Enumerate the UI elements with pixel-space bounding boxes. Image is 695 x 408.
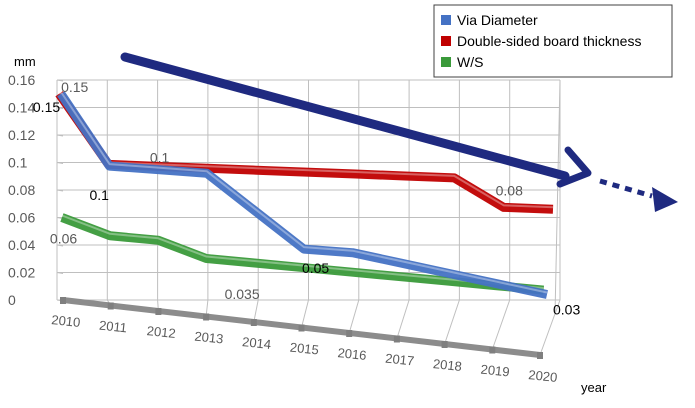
series-lines <box>55 91 554 299</box>
side-wall-edge <box>554 79 561 316</box>
legend-entry: Via Diameter <box>457 12 538 28</box>
legend-swatch <box>441 15 451 25</box>
y-tick-label: 0.04 <box>8 237 35 253</box>
gridline-floor <box>444 299 460 345</box>
gridline-floor <box>539 299 561 356</box>
gridline-side <box>56 244 64 247</box>
legend-swatch <box>441 36 451 46</box>
axes: 0.16 0.14 0.12 0.1 0.08 0.06 0.04 0.02 0 2010 2011… <box>8 72 558 385</box>
x-tick-label: 2012 <box>146 323 176 341</box>
y-tick-label: 0.14 <box>8 100 35 116</box>
data-label: 0.15 <box>33 99 60 115</box>
x-axis-tick <box>489 346 496 354</box>
y-tick-label: 0.16 <box>8 72 35 88</box>
x-tick-label: 2016 <box>337 345 367 363</box>
y-tick-label: 0.1 <box>8 155 28 171</box>
legend-entry: Double-sided board thickness <box>457 33 641 49</box>
y-tick-label: 0 <box>8 292 16 308</box>
series-line <box>57 91 548 299</box>
legend-box <box>433 4 673 78</box>
gridline-side <box>56 107 64 109</box>
y-tick-label: 0.06 <box>8 210 35 226</box>
y-axis-label: mm <box>14 54 36 69</box>
x-axis-tick <box>107 302 114 310</box>
gridline-side <box>56 79 64 82</box>
y-tick-label: 0.02 <box>8 265 35 281</box>
gridline-floor <box>253 299 259 323</box>
x-tick-label: 2017 <box>385 351 415 369</box>
data-label: 0.03 <box>553 302 580 318</box>
x-tick-label: 2015 <box>289 340 319 358</box>
data-label: 0.1 <box>150 149 170 165</box>
gridline-floor <box>396 299 410 339</box>
gridline-side <box>56 162 64 164</box>
x-tick-label: 2014 <box>241 334 271 352</box>
data-labels: 0.15 0.1 0.05 0.03 0.15 0.1 0.08 0.06 0.035 <box>33 79 581 318</box>
y-tick-label: 0.08 <box>8 182 35 198</box>
gridline-floor <box>491 299 511 350</box>
data-label: 0.08 <box>496 182 523 198</box>
x-axis-tick <box>346 330 353 337</box>
trend-arrow <box>120 52 678 212</box>
x-axis-label: year <box>581 380 607 395</box>
gridline-side <box>56 189 64 192</box>
x-tick-label: 2018 <box>432 356 462 374</box>
legend-swatch <box>441 57 451 67</box>
gridline-floor <box>301 299 309 328</box>
series-line <box>60 213 545 295</box>
x-tick-label: 2019 <box>480 362 510 380</box>
x-axis-tick <box>250 319 257 326</box>
gridline-side <box>56 134 64 137</box>
y-tick-label: 0.12 <box>8 127 35 143</box>
grid <box>56 79 561 356</box>
legend: Via Diameter Double-sided board thickness… <box>433 4 673 78</box>
data-label: 0.1 <box>90 187 110 203</box>
x-axis-tick <box>537 352 543 359</box>
x-tick-label: 2011 <box>98 318 127 336</box>
x-axis-tick <box>298 324 305 332</box>
x-axis-tick <box>441 341 448 348</box>
x-tick-label: 2010 <box>51 312 81 330</box>
x-axis-tick <box>155 308 162 315</box>
series-line-highlight <box>60 91 548 294</box>
legend-entry: W/S <box>457 54 483 70</box>
x-axis-tick <box>60 297 66 304</box>
data-label: 0.15 <box>61 79 88 95</box>
data-label: 0.05 <box>302 260 329 276</box>
gridline-side <box>56 272 64 274</box>
data-label: 0.06 <box>50 231 77 247</box>
x-axis-tick <box>393 335 400 343</box>
x-tick-label: 2020 <box>528 367 558 385</box>
data-label: 0.035 <box>225 286 260 302</box>
gridline-floor <box>348 299 360 334</box>
x-tick-label: 2013 <box>194 329 224 347</box>
x-axis-tick <box>203 313 210 321</box>
series-line-highlight <box>58 91 554 209</box>
